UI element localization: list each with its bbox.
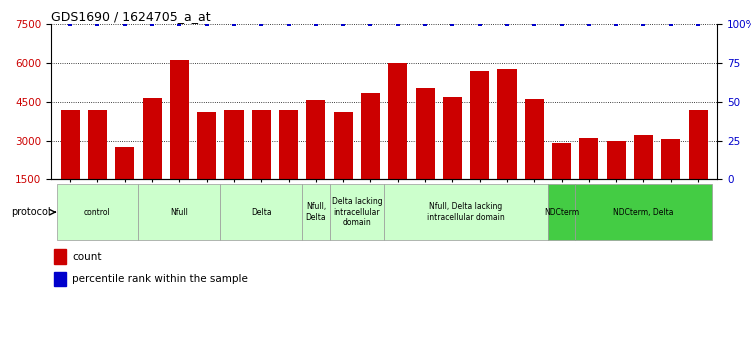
Point (310, 21, 322, 27)
Bar (61, 110, 80, 218)
Bar (54, 272, 66, 286)
Point (474, 21, 486, 27)
Bar (54, 249, 66, 264)
Point (665, 21, 677, 27)
Bar (689, 110, 707, 218)
Bar (575, 184, 712, 240)
Bar (634, 135, 653, 218)
Point (64, 21, 76, 27)
Bar (330, 184, 385, 240)
Bar (415, 88, 435, 218)
Point (364, 21, 376, 27)
Bar (361, 93, 380, 218)
Bar (115, 147, 134, 218)
Point (392, 21, 404, 27)
Text: percentile rank within the sample: percentile rank within the sample (72, 274, 249, 284)
Bar (170, 60, 189, 218)
Point (146, 21, 158, 27)
Point (638, 21, 650, 27)
Point (255, 21, 267, 27)
Bar (525, 99, 544, 218)
Point (282, 21, 294, 27)
Bar (661, 139, 680, 218)
Text: Delta: Delta (251, 208, 272, 217)
Bar (333, 112, 353, 218)
Bar (548, 184, 575, 240)
Text: control: control (84, 208, 111, 217)
Bar (302, 184, 330, 240)
Bar (143, 98, 161, 218)
Bar (138, 184, 220, 240)
Point (583, 21, 595, 27)
Bar (306, 100, 325, 218)
Text: count: count (72, 252, 102, 262)
Bar (88, 110, 107, 218)
Point (692, 21, 704, 27)
Text: GDS1690 / 1624705_a_at: GDS1690 / 1624705_a_at (51, 10, 211, 23)
Bar (279, 110, 298, 218)
Point (119, 21, 131, 27)
Point (337, 21, 349, 27)
Bar (252, 110, 271, 218)
Bar (579, 138, 599, 218)
Point (446, 21, 458, 27)
Text: NDCterm: NDCterm (544, 208, 579, 217)
Text: Delta lacking
intracellular
domain: Delta lacking intracellular domain (331, 197, 382, 227)
Point (201, 21, 213, 27)
Text: NDCterm, Delta: NDCterm, Delta (614, 208, 674, 217)
Text: Nfull, Delta lacking
intracellular domain: Nfull, Delta lacking intracellular domai… (427, 203, 505, 222)
Bar (607, 141, 626, 218)
Bar (197, 112, 216, 218)
Point (419, 21, 431, 27)
Point (228, 21, 240, 27)
Bar (220, 184, 302, 240)
Point (528, 21, 540, 27)
Bar (388, 63, 407, 218)
Bar (470, 71, 489, 218)
Point (556, 21, 568, 27)
Bar (497, 69, 517, 218)
Bar (385, 184, 548, 240)
Bar (443, 97, 462, 218)
Point (610, 21, 622, 27)
Point (501, 21, 513, 27)
Bar (552, 143, 572, 218)
Bar (225, 110, 243, 218)
Bar (56, 184, 138, 240)
Text: Nfull,
Delta: Nfull, Delta (306, 203, 326, 222)
Point (173, 21, 185, 27)
Text: Nfull: Nfull (170, 208, 189, 217)
Point (92, 21, 104, 27)
Text: protocol: protocol (11, 207, 51, 217)
